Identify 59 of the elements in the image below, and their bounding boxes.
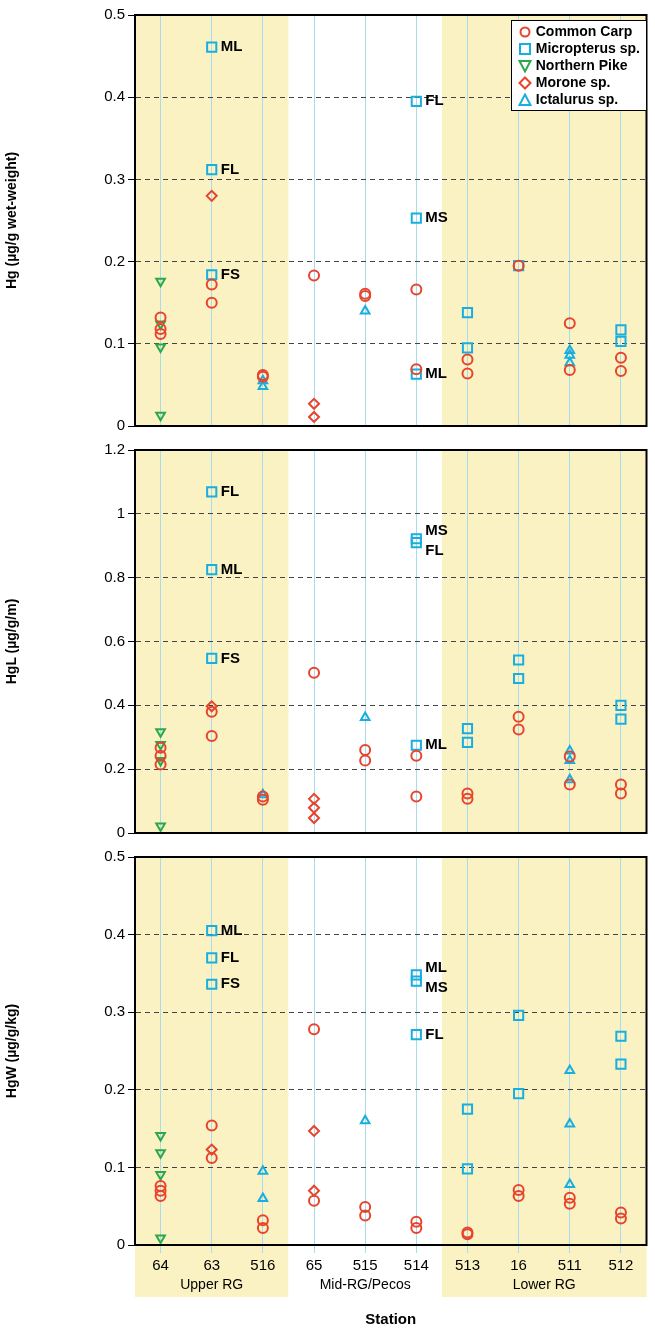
y-tick-label: 0.3 — [104, 1002, 125, 1020]
y-tick-label: 1 — [116, 503, 125, 521]
x-tick-label: 516 — [250, 1256, 276, 1274]
x-axis-title: Station — [365, 1310, 417, 1328]
y-tick-label: 0.1 — [104, 333, 125, 351]
y-tick-label: 0.5 — [104, 5, 125, 23]
y-tick-label: 0.8 — [104, 567, 125, 585]
legend-label: Northern Pike — [535, 57, 628, 74]
x-tick-label: 511 — [557, 1256, 582, 1274]
annotation: ML — [425, 364, 447, 382]
legend-label: Micropterus sp. — [535, 40, 640, 57]
y-tick-label: 0 — [116, 1235, 125, 1253]
x-tick-label: 65 — [305, 1256, 323, 1274]
x-tick-label: 512 — [608, 1256, 634, 1274]
y-tick-label: 1.2 — [104, 440, 125, 458]
annotation: FS — [220, 264, 240, 282]
annotation: ML — [220, 559, 243, 577]
band-label: Upper RG — [180, 1275, 244, 1292]
x-tick-label: 64 — [152, 1256, 169, 1274]
y-tick-label: 0.6 — [104, 631, 125, 649]
y-axis-title: HgL (µg/g/m) — [3, 598, 20, 685]
annotation: FS — [220, 974, 240, 992]
y-axis-title: Hg (µg/g wet-weight) — [3, 151, 20, 290]
y-tick-label: 0.4 — [104, 924, 125, 942]
annotation: FL — [220, 948, 240, 966]
annotation: MS — [425, 978, 448, 996]
y-tick-label: 0 — [116, 823, 125, 841]
legend-label: Ictalurus sp. — [535, 91, 619, 108]
annotation: MS — [425, 208, 448, 226]
annotation: ML — [220, 37, 243, 55]
y-tick-label: 0.2 — [104, 759, 125, 777]
x-tick-label: 514 — [403, 1256, 429, 1274]
annotation: ML — [425, 958, 447, 976]
annotation: FL — [220, 159, 240, 177]
y-tick-label: 0.4 — [104, 695, 125, 713]
x-tick-label: 513 — [454, 1256, 480, 1274]
annotation: FS — [220, 648, 240, 666]
annotation: MS — [425, 520, 448, 538]
legend-label: Morone sp. — [535, 74, 611, 91]
band-label: Mid-RG/Pecos — [319, 1275, 411, 1292]
y-tick-label: 0.4 — [104, 87, 125, 105]
y-tick-label: 0 — [116, 416, 125, 434]
y-axis-title: HgW (µg/g/kg) — [3, 1003, 20, 1099]
x-tick-label: 63 — [203, 1256, 221, 1274]
y-tick-label: 0.5 — [104, 847, 125, 865]
annotation: ML — [425, 735, 447, 753]
annotation: FL — [425, 1024, 444, 1042]
y-tick-label: 0.2 — [104, 1079, 125, 1097]
y-tick-label: 0.2 — [104, 251, 125, 269]
annotation: FL — [220, 481, 240, 499]
x-tick-label: 16 — [510, 1256, 527, 1274]
annotation: FL — [425, 91, 444, 109]
annotation: ML — [220, 920, 243, 938]
y-tick-label: 0.3 — [104, 169, 125, 187]
x-tick-label: 515 — [352, 1256, 378, 1274]
annotation: FL — [425, 540, 444, 558]
y-tick-label: 0.1 — [104, 1157, 125, 1175]
legend-label: Common Carp — [535, 23, 633, 40]
band-label: Lower RG — [512, 1275, 576, 1292]
